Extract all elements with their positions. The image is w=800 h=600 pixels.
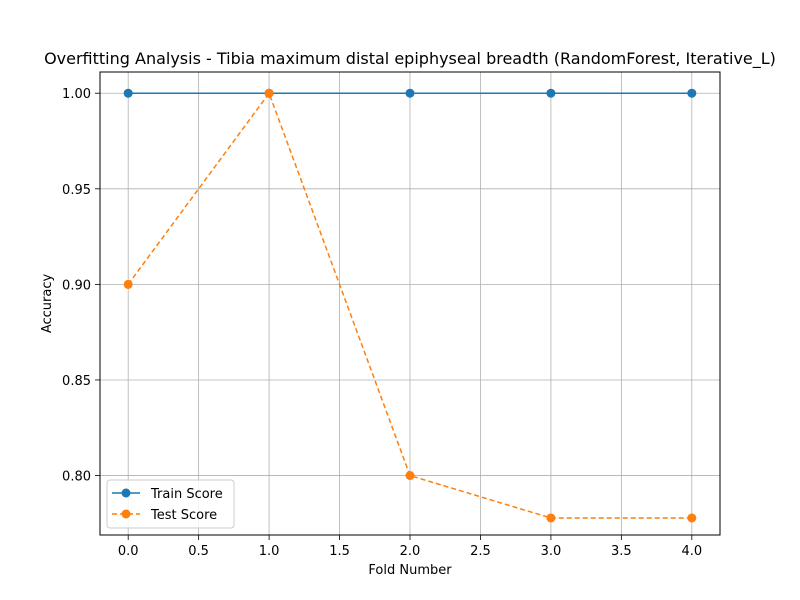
x-axis-title: Fold Number — [368, 563, 452, 578]
test-score-point — [123, 279, 133, 289]
x-tick-label: 4.0 — [681, 544, 702, 559]
train-score-point — [546, 88, 556, 98]
legend-test-label: Test Score — [150, 508, 217, 523]
legend-train-marker — [121, 488, 131, 498]
x-tick-label: 2.0 — [400, 544, 421, 559]
x-tick-label: 0.0 — [118, 544, 139, 559]
y-tick-label: 0.85 — [62, 374, 91, 389]
legend-test-marker — [121, 509, 131, 519]
y-axis-title: Accuracy — [40, 274, 55, 334]
x-tick-label: 3.0 — [541, 544, 562, 559]
test-score-point — [405, 471, 415, 481]
chart-title: Overfitting Analysis - Tibia maximum dis… — [44, 49, 776, 69]
x-tick-label: 1.5 — [329, 544, 350, 559]
y-tick-label: 1.00 — [62, 87, 91, 102]
series-layer — [123, 88, 697, 523]
x-tick-label: 2.5 — [470, 544, 491, 559]
x-tick-label: 3.5 — [611, 544, 632, 559]
train-score-point — [405, 88, 415, 98]
test-score-point — [687, 513, 697, 523]
y-tick-label: 0.95 — [62, 183, 91, 198]
x-tick-label: 0.5 — [188, 544, 209, 559]
x-tick-label: 1.0 — [259, 544, 280, 559]
ticks: 0.0 0.5 1.0 1.5 2.0 2.5 3.0 3.5 4.0 0.80 0.85 0.90 0… — [62, 87, 702, 559]
legend: Train Score Test Score — [106, 479, 235, 529]
legend-box — [106, 479, 235, 529]
test-score-point — [546, 513, 556, 523]
legend-train-label: Train Score — [150, 487, 223, 502]
train-score-point — [123, 88, 133, 98]
y-tick-label: 0.90 — [62, 278, 91, 293]
y-tick-label: 0.80 — [62, 470, 91, 485]
train-score-point — [687, 88, 697, 98]
test-score-point — [264, 88, 274, 98]
